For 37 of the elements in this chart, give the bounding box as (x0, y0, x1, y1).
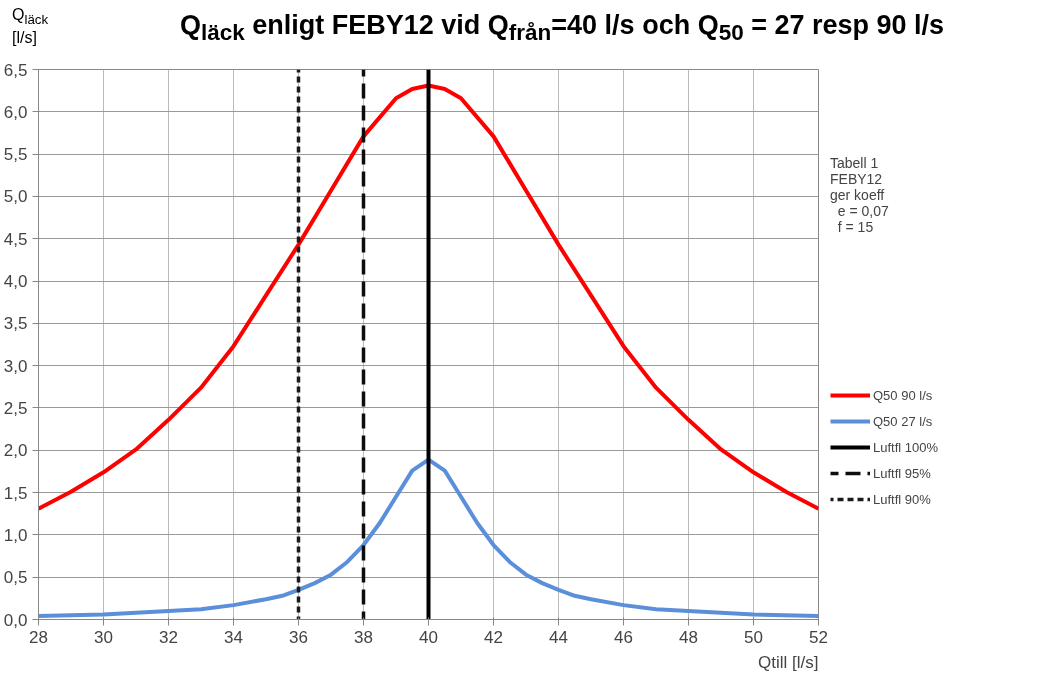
legend-label: Luftfl 90% (873, 491, 931, 507)
x-tick-label: 46 (614, 627, 633, 647)
y-tick-label: 3,0 (3, 356, 28, 376)
x-tick-label: 40 (419, 627, 438, 647)
y-axis-title: Q$_{läck}$ [l/s] (12, 5, 49, 48)
y-tick-label: 0,5 (3, 568, 28, 588)
y-tick-label: 0,0 (3, 610, 28, 630)
legend-label: Q50 27 l/s (873, 413, 933, 429)
y-tick-label: 2,5 (3, 398, 28, 418)
y-tick-label: 4,5 (3, 229, 28, 249)
x-tick-label: 50 (744, 627, 763, 647)
x-tick-label: 36 (289, 627, 308, 647)
y-tick-label: 6,5 (3, 60, 28, 80)
legend-label: Q50 90 l/s (873, 387, 933, 403)
y-tick-label: 5,0 (3, 187, 28, 207)
x-tick-label: 48 (679, 627, 698, 647)
chart-title: Q$_{läck}$ enligt FEBY12 vid Q$_{från}$=40 l/s och Q$_{50}$ = 27 resp 90 l/s (179, 9, 945, 48)
y-tick-label: 2,0 (3, 441, 28, 461)
x-axis-title: Qtill [l/s] (758, 652, 819, 672)
legend-label: Luftfl 100% (873, 439, 939, 455)
x-tick-label: 28 (29, 627, 48, 647)
y-tick-label: 3,5 (3, 314, 28, 334)
y-tick-label: 6,0 (3, 102, 28, 122)
x-tick-label: 32 (159, 627, 178, 647)
x-tick-label: 38 (354, 627, 373, 647)
x-tick-label: 30 (94, 627, 113, 647)
y-tick-label: 1,0 (3, 525, 28, 545)
y-tick-label: 4,0 (3, 272, 28, 292)
line-series (38, 83, 819, 511)
x-tick-label: 52 (809, 627, 828, 647)
text: Tabell 1 FEBY12 ger koeff e = 0,07 f = 15 (830, 155, 890, 235)
x-tick-label: 44 (549, 627, 568, 647)
y-tick-label: 5,5 (3, 145, 28, 165)
x-tick-label: 34 (224, 627, 243, 647)
y-tick-label: 1,5 (3, 483, 28, 503)
legend-label: Luftfl 95% (873, 465, 931, 481)
x-tick-label: 42 (484, 627, 503, 647)
